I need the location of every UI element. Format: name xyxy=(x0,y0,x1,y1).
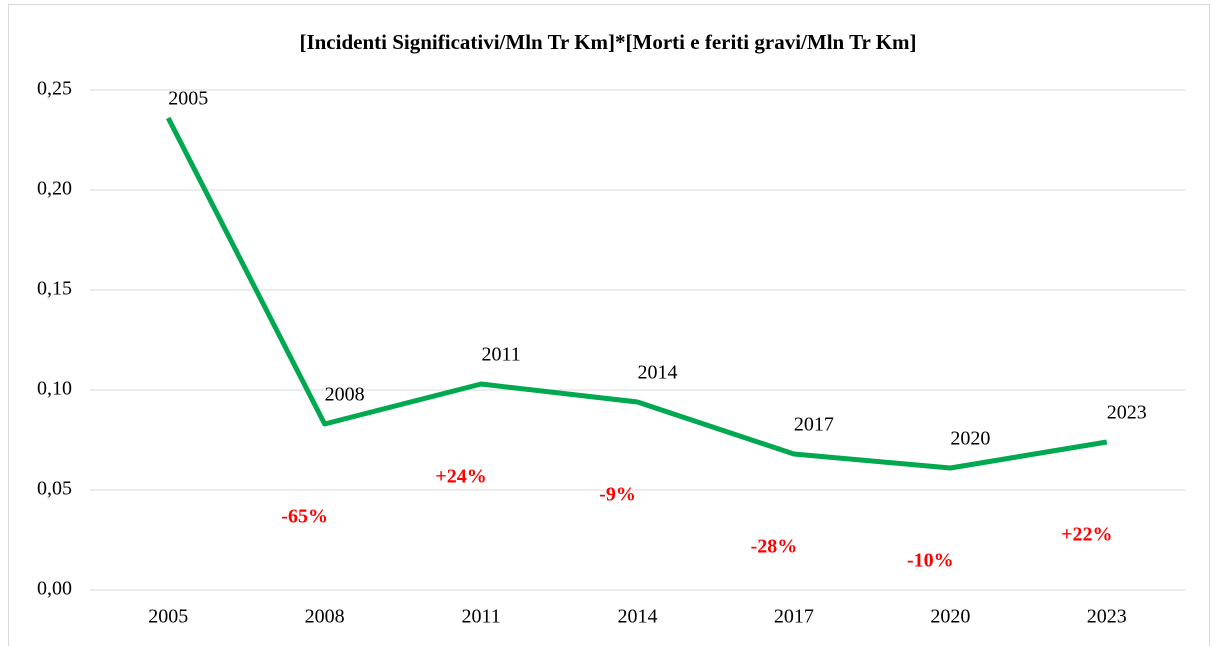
y-tick-label: 0,20 xyxy=(37,178,72,200)
y-tick-label: 0,00 xyxy=(37,578,72,600)
point-label: 2005 xyxy=(168,88,208,110)
change-label: +22% xyxy=(1061,524,1112,546)
y-tick-label: 0,05 xyxy=(37,478,72,500)
chart-frame xyxy=(8,4,1210,646)
point-label: 2017 xyxy=(794,414,834,436)
x-tick-label: 2008 xyxy=(305,606,345,628)
x-tick-label: 2014 xyxy=(618,606,658,628)
change-label: -65% xyxy=(281,506,328,528)
y-tick-label: 0,10 xyxy=(37,378,72,400)
change-label: -28% xyxy=(751,536,798,558)
x-tick-label: 2023 xyxy=(1087,606,1127,628)
point-label: 2014 xyxy=(638,362,678,384)
x-tick-label: 2020 xyxy=(930,606,970,628)
y-tick-label: 0,15 xyxy=(37,278,72,300)
x-tick-label: 2011 xyxy=(461,606,500,628)
y-tick-label: 0,25 xyxy=(37,78,72,100)
change-label: +24% xyxy=(435,466,486,488)
change-label: -10% xyxy=(907,550,954,572)
x-tick-label: 2017 xyxy=(774,606,814,628)
point-label: 2008 xyxy=(325,384,365,406)
change-label: -9% xyxy=(599,484,636,506)
point-label: 2020 xyxy=(950,428,990,450)
data-line xyxy=(165,116,1108,471)
point-label: 2011 xyxy=(481,344,520,366)
chart-title: [Incidenti Significativi/Mln Tr Km]*[Mor… xyxy=(299,30,916,54)
point-label: 2023 xyxy=(1107,402,1147,424)
x-tick-label: 2005 xyxy=(148,606,188,628)
